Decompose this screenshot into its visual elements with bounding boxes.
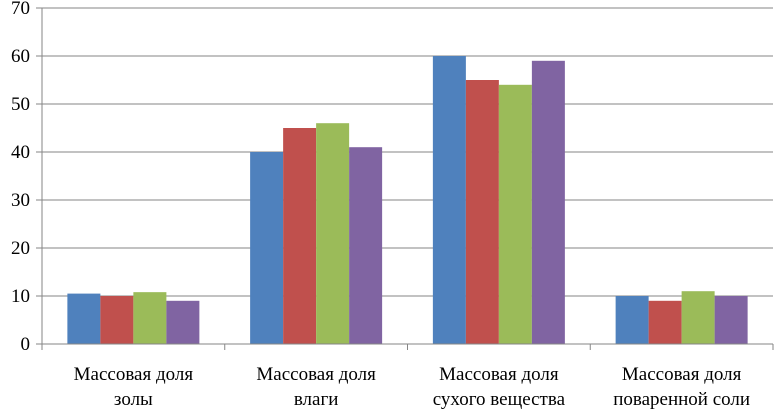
- bar: [498, 84, 532, 345]
- y-tick-label: 10: [11, 286, 30, 307]
- x-category-label: сухого вещества: [433, 389, 566, 410]
- x-category-label: Массовая доля: [256, 364, 376, 385]
- bar: [615, 296, 649, 344]
- bar: [648, 300, 682, 344]
- bar: [349, 147, 383, 344]
- x-category-label: Массовая доля: [74, 364, 194, 385]
- x-category-label: влаги: [294, 389, 339, 410]
- y-tick-label: 50: [11, 94, 30, 115]
- x-category-label: золы: [114, 389, 153, 410]
- y-tick-label: 30: [11, 190, 30, 211]
- x-category-label: поваренной соли: [613, 389, 750, 410]
- bar: [681, 291, 715, 344]
- bar: [67, 293, 101, 344]
- y-tick-labels: 0 10 20 30 40 50 60 70: [11, 0, 30, 355]
- x-category-label: Массовая доля: [622, 364, 742, 385]
- bar: [100, 296, 134, 344]
- y-tick-label: 40: [11, 142, 30, 163]
- bar: [432, 56, 466, 344]
- bar: [166, 300, 200, 344]
- bar: [714, 296, 748, 344]
- bars: [67, 56, 748, 345]
- bar: [283, 128, 317, 344]
- y-tick-label: 0: [21, 334, 31, 355]
- axes: [36, 7, 774, 350]
- gridlines: [42, 7, 773, 297]
- bar: [531, 60, 565, 345]
- bar: [465, 80, 499, 344]
- y-tick-label: 20: [11, 238, 30, 259]
- bar: [250, 152, 284, 344]
- y-tick-label: 70: [11, 0, 30, 19]
- x-category-labels: Массовая доля золы Массовая доля влаги Массо…: [74, 364, 750, 410]
- bar: [316, 123, 350, 344]
- bar: [133, 292, 167, 344]
- y-tick-label: 60: [11, 46, 30, 67]
- x-category-label: Массовая доля: [439, 364, 559, 385]
